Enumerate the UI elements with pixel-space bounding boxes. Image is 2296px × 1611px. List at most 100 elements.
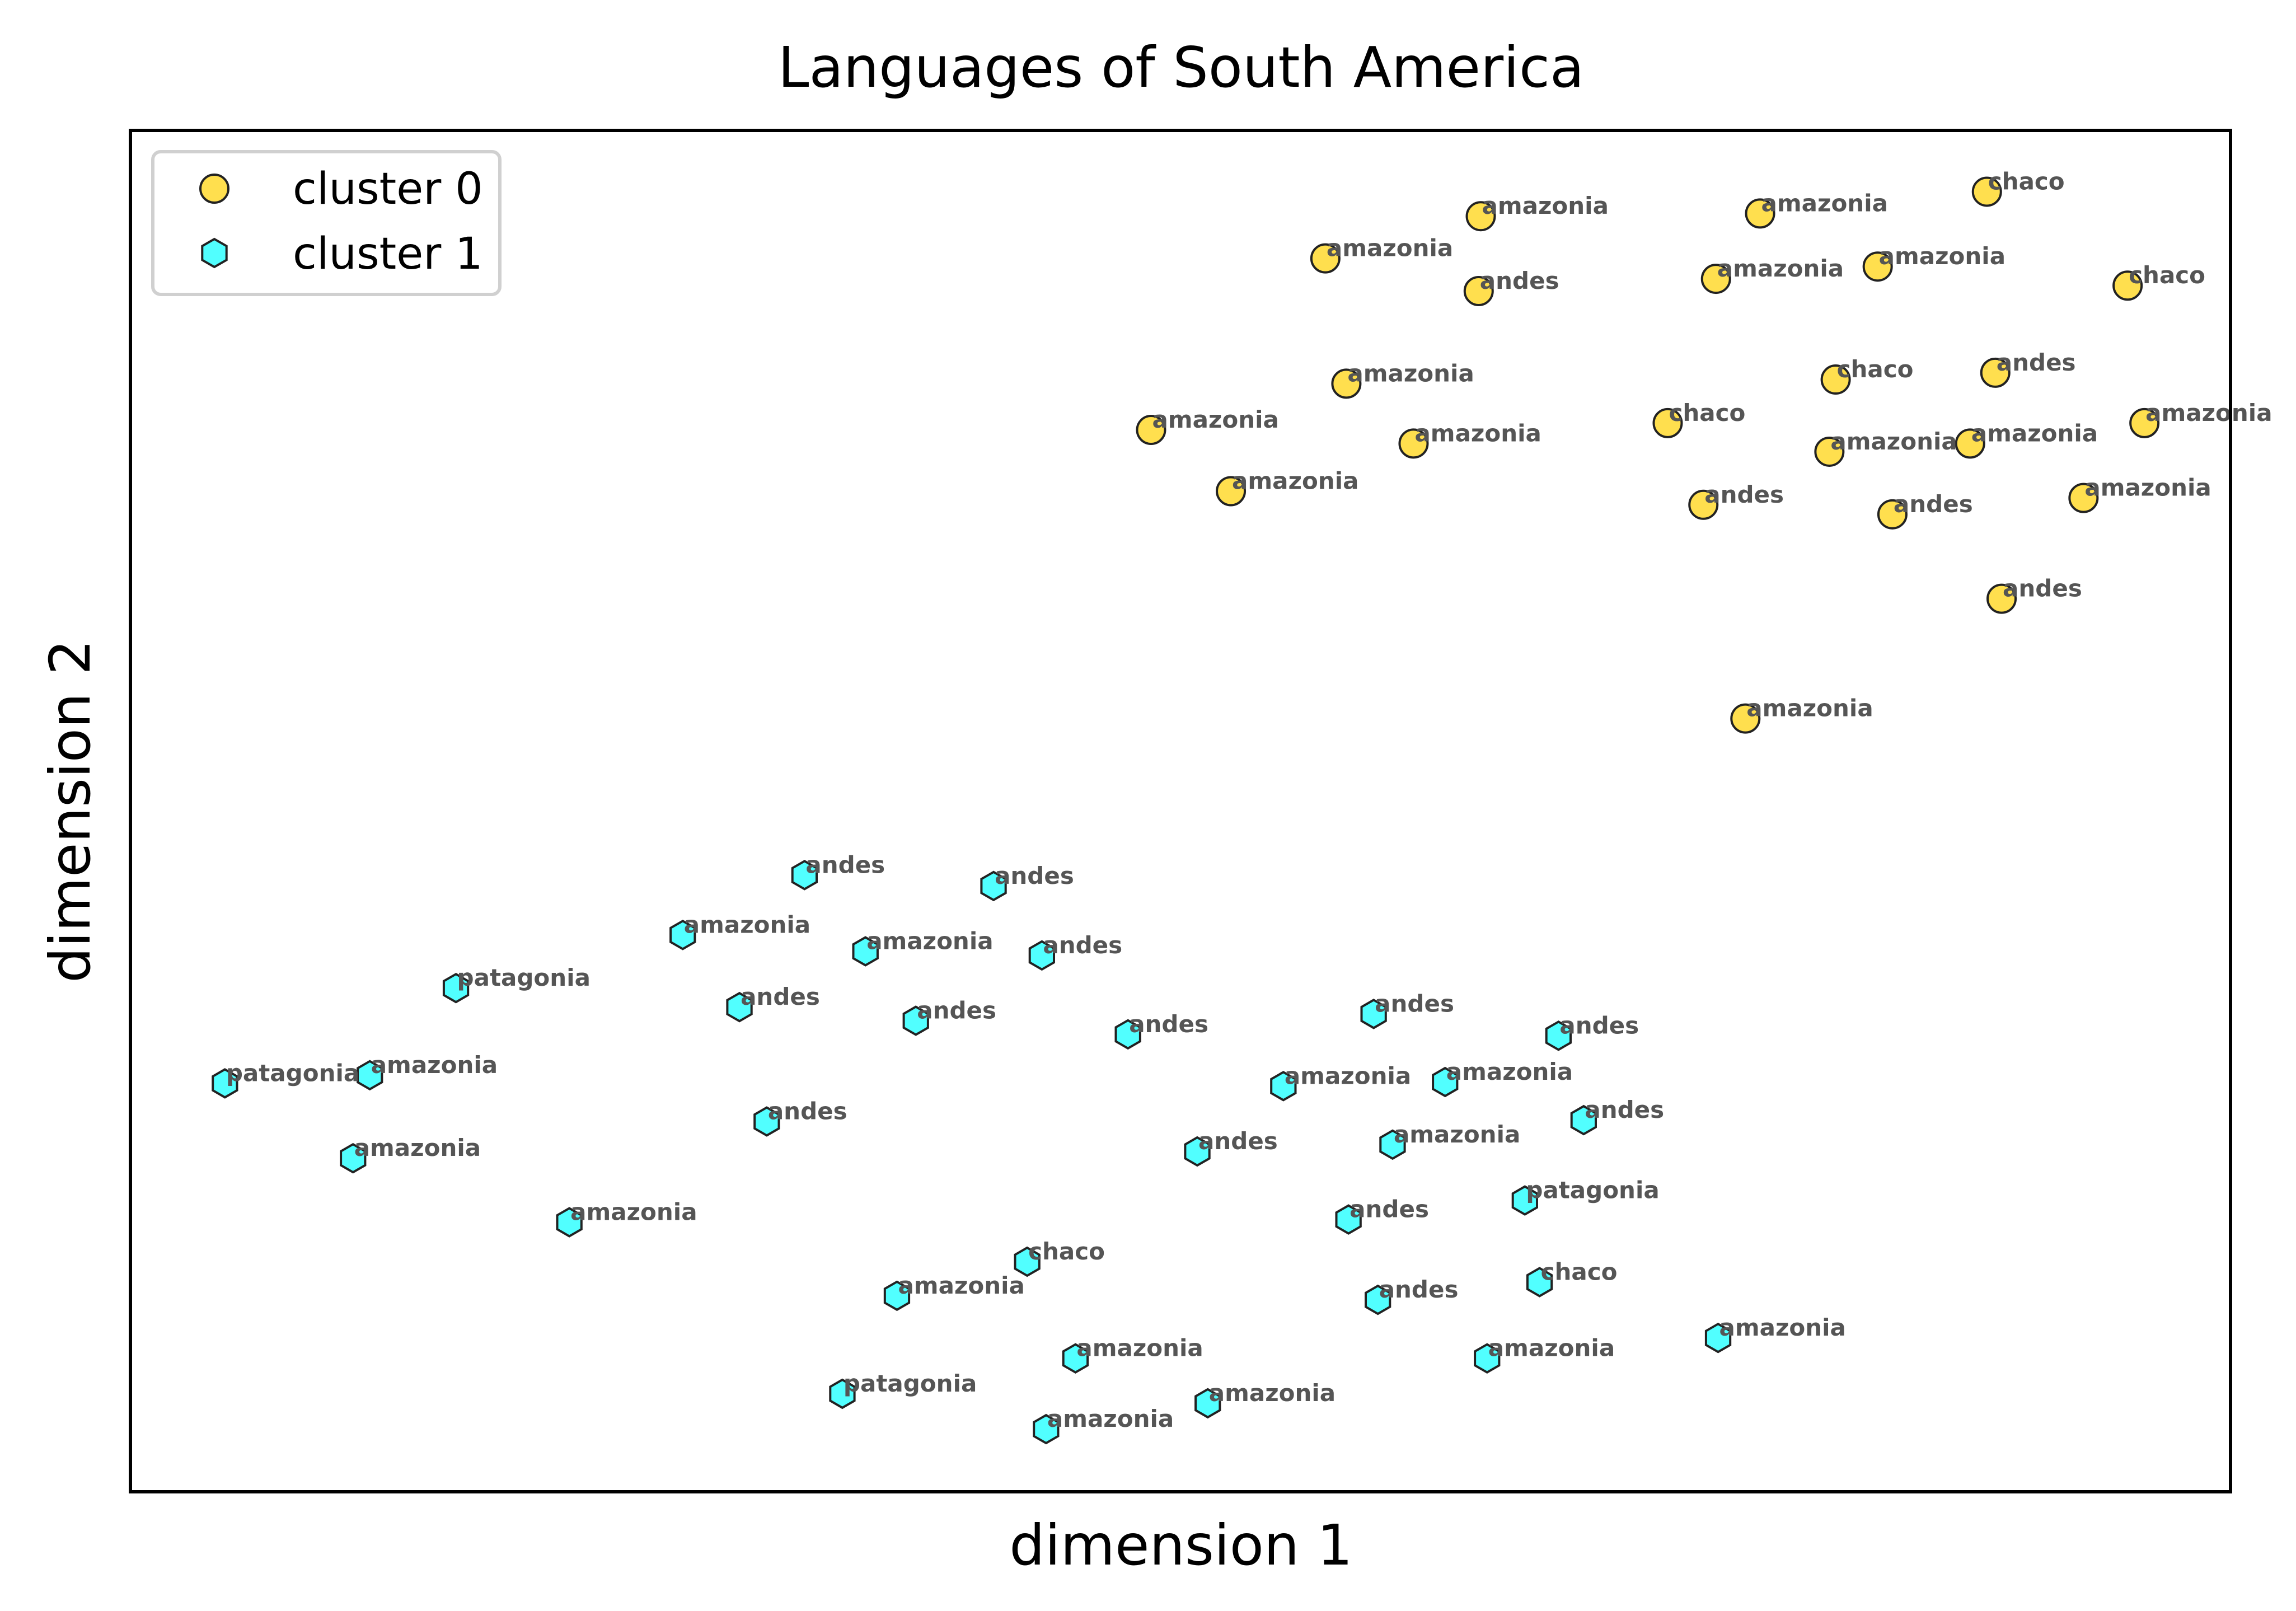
point-marker-cluster-1-28 [1062, 1343, 1089, 1374]
point-marker-cluster-0-1 [1745, 198, 1775, 229]
point-marker-cluster-0-3 [1310, 243, 1341, 274]
point-marker-cluster-1-9 [1360, 999, 1387, 1029]
point-label-cluster-0-19: andes [1894, 490, 1973, 518]
point-marker-cluster-1-3 [852, 936, 879, 967]
point-label-cluster-1-13: amazonia [1285, 1062, 1411, 1089]
legend: cluster 0 cluster 1 [151, 150, 502, 296]
point-label-cluster-1-9: andes [1375, 990, 1454, 1017]
point-label-cluster-0-13: chaco [1669, 399, 1745, 427]
point-marker-cluster-1-12 [357, 1060, 383, 1091]
point-label-cluster-1-8: andes [1129, 1010, 1208, 1038]
point-label-cluster-1-6: andes [741, 983, 820, 1010]
point-marker-cluster-1-27 [1704, 1322, 1732, 1354]
point-label-cluster-0-4: andes [1480, 267, 1559, 294]
point-marker-cluster-1-26 [1365, 1284, 1391, 1315]
point-marker-cluster-0-17 [1216, 476, 1247, 507]
point-marker-cluster-0-11 [1136, 415, 1166, 446]
point-label-cluster-0-12: amazonia [1414, 419, 1541, 447]
point-marker-cluster-1-22 [1335, 1204, 1362, 1235]
point-marker-cluster-1-24 [883, 1280, 911, 1312]
point-label-cluster-1-28: amazonia [1076, 1334, 1203, 1362]
point-marker-cluster-0-22 [1730, 703, 1761, 734]
legend-box [151, 150, 502, 296]
point-label-cluster-1-16: andes [1585, 1096, 1664, 1123]
point-label-cluster-0-3: amazonia [1327, 235, 1453, 262]
point-label-cluster-0-8: amazonia [1347, 359, 1474, 387]
x-axis-label: dimension 1 [1009, 1512, 1352, 1578]
point-marker-cluster-1-14 [1432, 1066, 1459, 1098]
point-marker-cluster-1-8 [1114, 1019, 1141, 1050]
point-label-cluster-1-0: andes [805, 851, 885, 878]
point-label-cluster-0-22: amazonia [1746, 695, 1873, 722]
point-marker-cluster-1-15 [753, 1106, 780, 1137]
point-marker-cluster-1-1 [980, 870, 1007, 902]
point-label-cluster-1-17: amazonia [354, 1134, 481, 1162]
point-marker-cluster-1-32 [1033, 1413, 1060, 1445]
point-marker-cluster-0-16 [2129, 408, 2160, 438]
point-label-cluster-1-20: amazonia [570, 1198, 697, 1225]
point-marker-cluster-1-0 [791, 859, 818, 891]
point-marker-cluster-1-31 [1194, 1388, 1221, 1419]
y-axis-label: dimension 2 [38, 639, 103, 982]
point-marker-cluster-0-7 [2112, 270, 2143, 301]
point-marker-cluster-0-15 [1955, 428, 1985, 459]
point-label-cluster-1-10: andes [1559, 1011, 1639, 1039]
point-label-cluster-0-2: chaco [1988, 167, 2065, 195]
legend-marker-cluster-0 [199, 174, 229, 204]
point-marker-cluster-1-25 [1526, 1267, 1553, 1298]
point-label-cluster-0-0: amazonia [1482, 192, 1609, 219]
point-marker-cluster-0-10 [1980, 357, 2011, 388]
point-label-cluster-0-15: amazonia [1971, 419, 2098, 447]
point-label-cluster-1-23: chaco [1028, 1238, 1105, 1265]
point-label-cluster-0-5: amazonia [1717, 255, 1844, 282]
point-marker-cluster-1-10 [1545, 1020, 1572, 1051]
legend-label-cluster-0: cluster 0 [293, 164, 483, 214]
point-marker-cluster-0-2 [1971, 176, 2002, 207]
point-label-cluster-1-29: amazonia [1488, 1334, 1615, 1362]
point-marker-cluster-0-20 [2068, 483, 2099, 513]
point-marker-cluster-1-23 [1014, 1246, 1041, 1277]
point-label-cluster-0-10: andes [1997, 349, 2076, 376]
point-label-cluster-1-5: patagonia [457, 964, 591, 991]
plot-frame [129, 129, 2232, 1493]
point-marker-cluster-1-4 [1028, 940, 1055, 971]
point-label-cluster-1-15: andes [768, 1097, 847, 1125]
point-label-cluster-0-1: amazonia [1761, 189, 1888, 217]
point-marker-cluster-1-2 [669, 919, 696, 950]
point-label-cluster-0-11: amazonia [1152, 406, 1278, 433]
point-marker-cluster-1-21 [1511, 1185, 1538, 1216]
point-label-cluster-0-21: andes [2003, 575, 2082, 602]
point-label-cluster-1-11: patagonia [226, 1059, 359, 1087]
point-label-cluster-1-22: andes [1350, 1196, 1429, 1223]
point-label-cluster-1-12: amazonia [371, 1051, 498, 1079]
point-label-cluster-1-26: andes [1379, 1276, 1459, 1303]
point-label-cluster-0-20: amazonia [2084, 474, 2211, 502]
point-marker-cluster-1-19 [1379, 1129, 1406, 1160]
point-label-cluster-1-1: andes [995, 862, 1074, 889]
point-marker-cluster-0-12 [1398, 428, 1429, 459]
point-label-cluster-0-6: amazonia [1879, 242, 2006, 270]
point-label-cluster-1-27: amazonia [1719, 1314, 1846, 1341]
point-label-cluster-1-24: amazonia [898, 1272, 1024, 1299]
point-marker-cluster-1-30 [829, 1378, 856, 1409]
point-label-cluster-1-14: amazonia [1446, 1058, 1573, 1085]
point-label-cluster-1-18: andes [1198, 1127, 1278, 1155]
point-marker-cluster-1-5 [442, 972, 470, 1004]
point-label-cluster-0-9: chaco [1837, 355, 1914, 383]
point-marker-cluster-1-13 [1270, 1070, 1297, 1102]
point-marker-cluster-1-29 [1474, 1343, 1501, 1374]
point-marker-cluster-0-4 [1463, 275, 1494, 306]
point-marker-cluster-1-20 [556, 1207, 583, 1238]
point-label-cluster-0-7: chaco [2129, 261, 2205, 289]
point-label-cluster-0-14: amazonia [1830, 428, 1957, 455]
point-marker-cluster-0-9 [1820, 364, 1851, 395]
point-label-cluster-1-30: patagonia [844, 1370, 977, 1397]
point-label-cluster-0-17: amazonia [1232, 467, 1358, 494]
point-marker-cluster-0-5 [1700, 264, 1731, 294]
point-marker-cluster-0-14 [1814, 436, 1845, 467]
point-marker-cluster-0-19 [1877, 499, 1908, 530]
point-label-cluster-1-4: andes [1043, 931, 1122, 959]
point-label-cluster-1-7: andes [917, 997, 996, 1024]
point-marker-cluster-0-6 [1862, 251, 1893, 282]
